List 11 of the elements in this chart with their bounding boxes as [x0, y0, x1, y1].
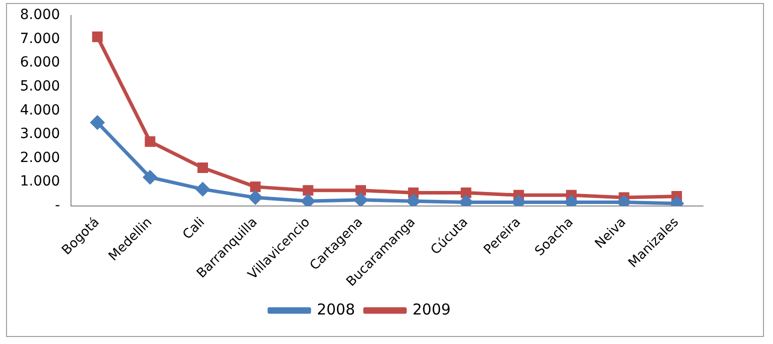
y-tick-label: 2.000	[20, 150, 60, 166]
y-tick-label: 6.000	[20, 54, 60, 71]
y-tick-label: 1.000	[20, 174, 60, 190]
y-tick-label: 5.000	[20, 78, 60, 94]
y-tick-label: 7.000	[20, 30, 60, 47]
y-tick-label: 4.000	[20, 102, 60, 118]
y-tick-label: -	[55, 197, 60, 214]
legend-label: 2008	[316, 300, 356, 318]
legend-label: 2009	[412, 300, 451, 318]
y-tick-label: 3.000	[20, 126, 60, 142]
y-tick-label: 8.000	[20, 7, 60, 24]
